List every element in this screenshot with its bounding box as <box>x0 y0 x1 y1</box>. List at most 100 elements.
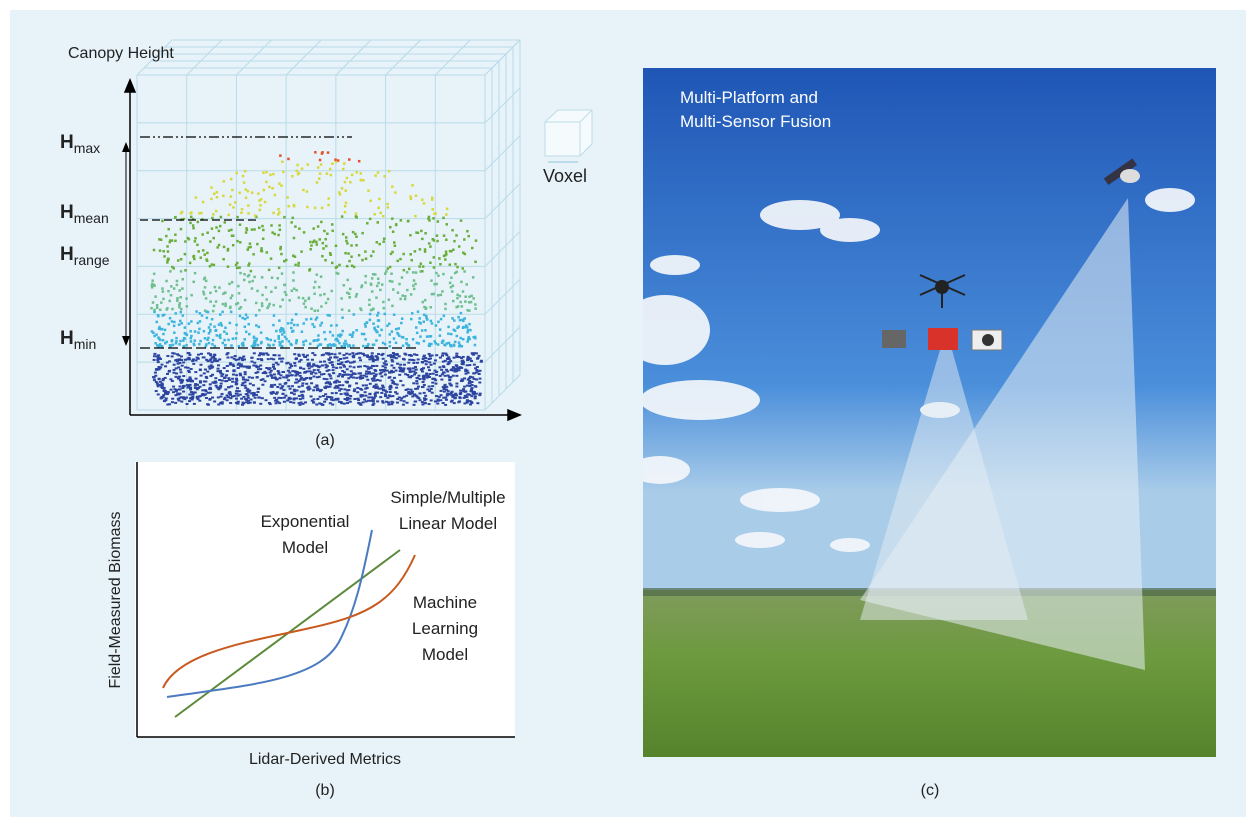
point <box>442 273 445 276</box>
point <box>332 369 335 371</box>
point <box>250 357 253 359</box>
point <box>368 393 371 395</box>
point <box>226 395 229 397</box>
point <box>437 399 440 401</box>
point <box>364 275 367 278</box>
point <box>193 258 196 261</box>
point <box>187 370 190 372</box>
point <box>208 366 211 368</box>
point <box>162 339 165 342</box>
point <box>414 388 417 390</box>
point <box>474 303 477 306</box>
point <box>231 189 234 192</box>
point <box>151 286 154 289</box>
point <box>205 377 208 379</box>
point <box>213 305 216 308</box>
point <box>378 388 381 390</box>
point <box>173 331 176 334</box>
point <box>213 325 216 328</box>
point <box>273 384 276 386</box>
point <box>241 357 244 359</box>
point <box>352 354 355 356</box>
point <box>442 365 445 367</box>
point <box>422 358 425 360</box>
point <box>205 359 208 361</box>
point <box>224 388 227 390</box>
point <box>407 362 410 364</box>
point <box>331 364 334 366</box>
point <box>430 399 433 401</box>
point <box>277 370 280 372</box>
point <box>372 365 375 367</box>
point <box>287 370 290 372</box>
point <box>247 190 250 193</box>
point <box>244 385 247 387</box>
point <box>232 244 235 247</box>
point <box>271 187 274 190</box>
point <box>343 345 346 348</box>
point <box>366 355 369 357</box>
point <box>341 376 344 378</box>
point <box>235 374 238 376</box>
point <box>287 205 290 208</box>
point <box>334 158 337 161</box>
point <box>343 284 346 287</box>
point <box>190 335 193 338</box>
point <box>175 337 178 340</box>
point <box>205 258 208 261</box>
point <box>384 393 387 395</box>
point <box>234 355 237 357</box>
point <box>416 382 419 384</box>
point <box>216 246 219 249</box>
point <box>344 181 347 184</box>
point <box>459 366 462 368</box>
point <box>312 363 315 365</box>
point <box>223 180 226 183</box>
point <box>359 359 362 361</box>
point <box>204 389 207 391</box>
point <box>264 201 267 204</box>
point <box>259 209 262 212</box>
point <box>402 253 405 256</box>
point <box>407 391 410 393</box>
point <box>273 397 276 399</box>
point <box>411 184 414 187</box>
point <box>319 390 322 392</box>
point <box>296 381 299 383</box>
point <box>317 345 320 348</box>
point <box>292 255 295 258</box>
point <box>396 354 399 356</box>
point <box>178 323 181 326</box>
point <box>444 360 447 362</box>
point <box>473 364 476 366</box>
point <box>341 361 344 363</box>
point <box>272 304 275 307</box>
point <box>233 358 236 360</box>
point <box>156 304 159 307</box>
point <box>344 205 347 208</box>
point <box>366 387 369 389</box>
point <box>434 212 437 215</box>
point <box>323 230 326 233</box>
point <box>478 381 481 383</box>
point <box>236 262 239 265</box>
point <box>257 344 260 347</box>
point <box>197 354 200 356</box>
point <box>190 294 193 297</box>
point <box>174 402 177 404</box>
point <box>244 366 247 368</box>
point <box>247 204 250 207</box>
point <box>311 371 314 373</box>
point <box>229 402 232 404</box>
point <box>401 276 404 279</box>
point <box>378 243 381 246</box>
point <box>390 371 393 373</box>
point <box>293 353 296 355</box>
point <box>306 359 309 361</box>
caption: (a) <box>315 432 335 449</box>
point <box>456 297 459 300</box>
point <box>233 395 236 397</box>
point <box>329 375 332 377</box>
point <box>157 354 160 356</box>
point <box>471 387 474 389</box>
